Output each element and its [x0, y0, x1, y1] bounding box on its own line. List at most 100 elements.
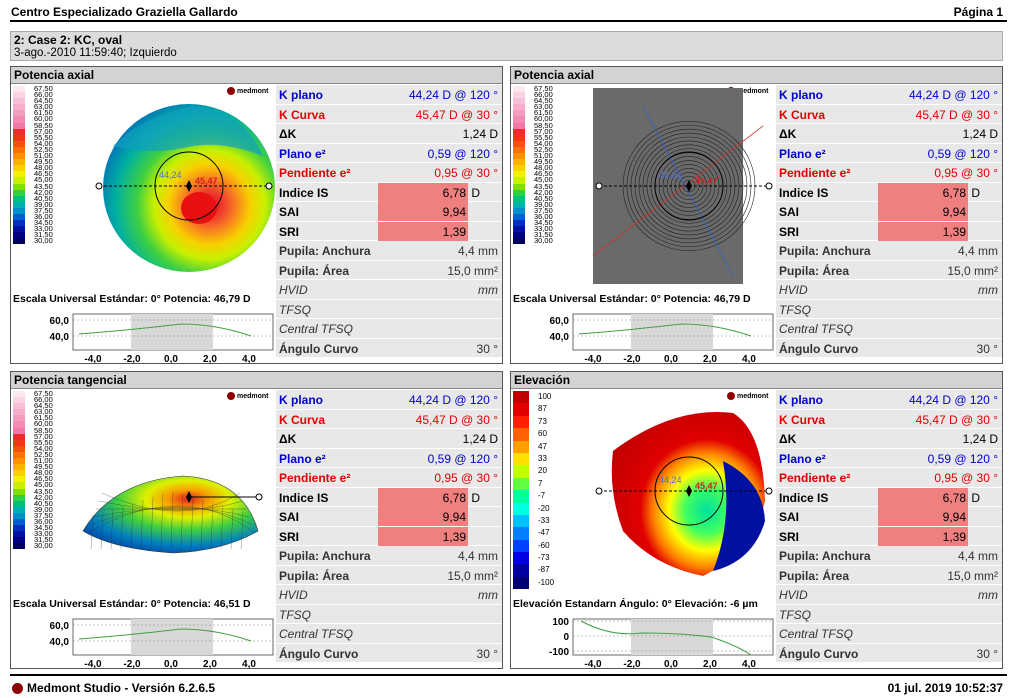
panel-title: Potencia tangencial: [11, 372, 502, 389]
table-row: K Curva 45,47 D @ 30 °: [276, 409, 502, 429]
meridian-profile-plot: 100 0 -100 -4,0 -2,0 0,0 2,0 4,0: [549, 617, 774, 669]
row-value: 0,95 @ 30 °: [934, 471, 998, 485]
row-label: Pupila: Anchura: [279, 549, 371, 563]
mesh-line: [86, 505, 256, 534]
legend-entry: 57,00: [513, 128, 553, 135]
legend-entry: 66,00: [13, 396, 53, 404]
legend-swatch: [13, 488, 25, 495]
legend-swatch: [13, 543, 25, 550]
row-label: HVID: [279, 588, 308, 602]
row-value: mm: [478, 283, 498, 297]
axis-handle-left: [595, 487, 603, 495]
table-row: TFSQ: [776, 604, 1002, 624]
table-row: K Curva 45,47 D @ 30 °: [776, 409, 1002, 429]
row-label: Pupila: Área: [279, 568, 350, 583]
table-row: SAI 9,94: [276, 202, 502, 222]
legend-swatch: [13, 146, 25, 154]
y-tick-label: 40,0: [50, 332, 70, 343]
legend-value: 34,50: [534, 218, 553, 228]
x-tick-label: -4,0: [84, 354, 102, 364]
legend-swatch: [513, 452, 529, 466]
legend-swatch: [513, 428, 529, 441]
legend-value: 40,50: [34, 498, 53, 508]
legend-swatch: [13, 458, 25, 465]
k-flat-label: 44,24: [659, 475, 682, 485]
table-row: Pupila: Área 15,0 mm²: [776, 565, 1002, 585]
table-row: K plano 44,24 D @ 120 °: [776, 390, 1002, 410]
row-value: 1,39: [942, 529, 966, 544]
x-tick-label: -4,0: [584, 354, 602, 364]
legend-swatch: [513, 391, 529, 404]
legend-swatch: [13, 537, 25, 544]
legend-value: 33,00: [34, 529, 53, 539]
row-value: 44,24 D @ 120 °: [408, 393, 498, 407]
legend-entry: 67,50: [13, 390, 53, 398]
legend-swatch: [513, 514, 529, 528]
row-label: Plano e²: [779, 451, 826, 466]
table-row: Indice IS 6,78 D: [776, 182, 1002, 202]
legend-value: -47: [538, 528, 550, 538]
legend-swatch: [13, 183, 25, 190]
legend-value: 45,00: [34, 480, 53, 490]
legend-entry: 55,50: [513, 134, 553, 141]
row-label: TFSQ: [779, 607, 811, 622]
topography-map: 44,24 45,47: [592, 88, 773, 284]
legend-swatch: [13, 421, 25, 428]
panel-title: Potencia axial: [11, 67, 502, 84]
axis-handle-right: [265, 182, 273, 190]
keratometry-table: K plano 44,24 D @ 120 ° K Curva 45,47 D @ 3…: [776, 390, 1002, 663]
row-label: Plano e²: [279, 146, 326, 161]
legend-swatch: [513, 201, 525, 208]
highlight-cell: [378, 487, 468, 507]
legend-value: 60,00: [34, 419, 53, 429]
legend-value: 43,50: [34, 181, 53, 191]
medmont-logo-icon: [12, 682, 23, 694]
legend-value: 46,50: [534, 169, 553, 179]
legend-value: 39,00: [34, 504, 53, 514]
case-date: 3-ago.-2010 11:59:40; Izquierdo: [14, 47, 177, 59]
legend-swatch: [513, 207, 525, 214]
legend-entry: 61,50: [513, 109, 553, 117]
row-value: 15,0 mm²: [947, 263, 998, 278]
legend-entry: 36,00: [13, 518, 53, 526]
row-value: 0,59 @ 120 °: [927, 451, 998, 466]
medmont-logo-icon: [227, 392, 235, 400]
legend-value: 58,50: [34, 425, 53, 435]
color-scale-legend: 100 87 73 60 47 33 20 7 -7 -20 -33 -47 -60 -73 -87 -100: [513, 391, 554, 590]
row-label: K Curva: [279, 107, 326, 122]
legend-value: 66,00: [534, 90, 553, 100]
legend-swatch: [13, 409, 25, 416]
x-tick-label: 4,0: [242, 354, 256, 364]
legend-swatch: [513, 527, 529, 540]
legend-swatch: [513, 238, 525, 245]
table-row: TFSQ: [776, 299, 1002, 319]
row-unit: D: [971, 185, 980, 200]
legend-swatch: [513, 140, 525, 147]
legend-swatch: [13, 427, 25, 434]
legend-value: 54,00: [34, 138, 53, 148]
table-row: SRI 1,39: [776, 221, 1002, 241]
legend-entry: 36,00: [13, 213, 53, 221]
row-value: mm: [978, 588, 998, 602]
legend-entry: 33: [513, 452, 553, 466]
row-value: 45,47 D @ 30 °: [415, 412, 498, 427]
row-value: 0,95 @ 30 °: [434, 166, 498, 180]
legend-value: 64,50: [534, 96, 553, 106]
legend-swatch: [513, 403, 529, 416]
axis-handle-left: [595, 182, 603, 190]
row-label: Pendiente e²: [279, 471, 351, 485]
row-value: 30 °: [476, 341, 498, 356]
axis-handle-right: [765, 182, 773, 190]
row-value: 44,24 D @ 120 °: [408, 88, 498, 102]
table-row: Ángulo Curvo 30 °: [276, 338, 502, 358]
apex-marker: [686, 485, 692, 497]
row-value: 0,59 @ 120 °: [427, 146, 498, 161]
legend-swatch: [513, 465, 529, 478]
table-row: K plano 44,24 D @ 120 °: [776, 85, 1002, 105]
legend-entry: -60: [513, 539, 553, 553]
legend-value: 67,50: [34, 84, 53, 93]
row-label: TFSQ: [779, 302, 811, 317]
row-value: mm: [478, 588, 498, 602]
legend-swatch: [513, 122, 525, 129]
legend-entry: 55,50: [13, 439, 53, 446]
